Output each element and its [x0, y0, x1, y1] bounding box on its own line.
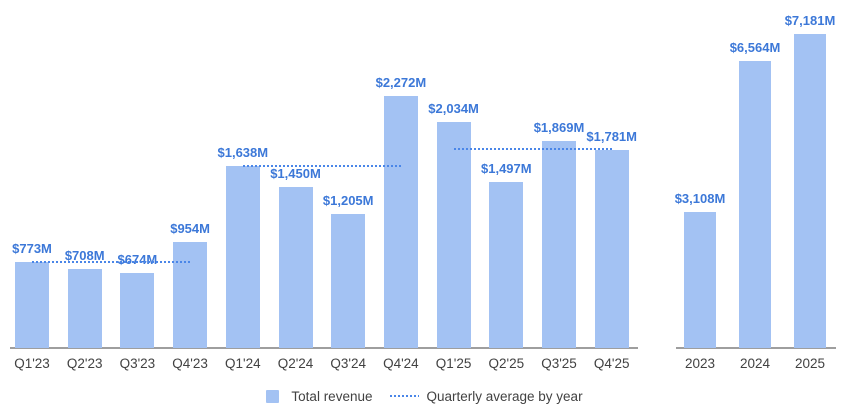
value-label-Q2'23: $708M	[64, 248, 105, 264]
x-axis-line-annual-revenue	[676, 347, 836, 349]
bar-2025	[794, 34, 826, 348]
axis-label-Q1'24: Q1'24	[224, 356, 261, 371]
chart-legend: Total revenue Quarterly average by year	[0, 387, 849, 405]
bar-Q2'25	[489, 181, 524, 348]
axis-label-2025: 2025	[794, 356, 826, 371]
value-label-Q4'24: $2,272M	[375, 74, 427, 90]
value-label-Q2'25: $1,497M	[481, 160, 532, 176]
axis-label-Q2'23: Q2'23	[66, 356, 103, 371]
bar-Q1'25	[436, 122, 471, 348]
axis-label-Q3'23: Q3'23	[119, 356, 156, 371]
value-label-Q4'23: $954M	[170, 221, 210, 237]
axis-label-Q4'25: Q4'25	[593, 356, 630, 371]
bar-Q1'24	[225, 166, 260, 348]
value-label-Q1'23: $773M	[12, 241, 52, 257]
average-line-2025	[453, 147, 612, 150]
value-label-Q3'24: $1,205M	[322, 193, 374, 209]
axis-label-Q4'24: Q4'24	[383, 356, 419, 371]
value-label-Q1'24: $1,638M	[217, 145, 269, 161]
bar-Q1'23	[15, 262, 49, 348]
bar-Q3'24	[331, 214, 366, 348]
value-label-2025: $7,181M	[784, 13, 836, 29]
value-label-Q3'25: $1,869M	[533, 119, 585, 135]
bar-Q2'24	[278, 187, 313, 348]
total-revenue-swatch-icon	[266, 389, 280, 403]
axis-label-Q1'23: Q1'23	[14, 356, 50, 371]
axis-label-Q3'25: Q3'25	[541, 356, 577, 371]
axis-label-Q1'25: Q1'25	[435, 356, 472, 371]
bar-Q4'24	[383, 95, 418, 348]
bar-Q4'25	[594, 150, 629, 348]
value-label-2023: $3,108M	[674, 191, 726, 207]
value-label-Q4'25: $1,781M	[586, 129, 637, 145]
average-line-2024	[242, 164, 401, 167]
legend-item-quarterly-average: Quarterly average by year	[390, 388, 583, 404]
average-line-2023	[32, 260, 191, 263]
value-label-Q3'23: $674M	[117, 252, 158, 268]
axis-label-2024: 2024	[739, 356, 771, 371]
bar-Q2'23	[67, 269, 102, 348]
legend-label-quarterly-average: Quarterly average by year	[426, 388, 583, 404]
bar-Q3'25	[542, 140, 576, 348]
bar-2024	[739, 61, 771, 348]
axis-label-Q3'24: Q3'24	[330, 356, 366, 371]
x-axis-line-quarterly-revenue	[10, 347, 638, 349]
axis-label-2023: 2023	[684, 356, 716, 371]
legend-label-total-revenue: Total revenue	[291, 388, 373, 404]
bar-Q4'23	[173, 242, 208, 348]
value-label-2024: $6,564M	[729, 40, 781, 56]
axis-label-Q2'24: Q2'24	[277, 356, 314, 371]
axis-label-Q4'23: Q4'23	[172, 356, 208, 371]
legend-item-total-revenue: Total revenue	[266, 389, 372, 404]
bar-Q3'23	[120, 273, 155, 348]
value-label-Q2'24: $1,450M	[270, 166, 321, 182]
value-label-Q1'25: $2,034M	[428, 101, 479, 117]
axis-label-Q2'25: Q2'25	[488, 356, 525, 371]
bar-2023	[684, 212, 716, 348]
dotted-line-icon	[390, 395, 420, 397]
